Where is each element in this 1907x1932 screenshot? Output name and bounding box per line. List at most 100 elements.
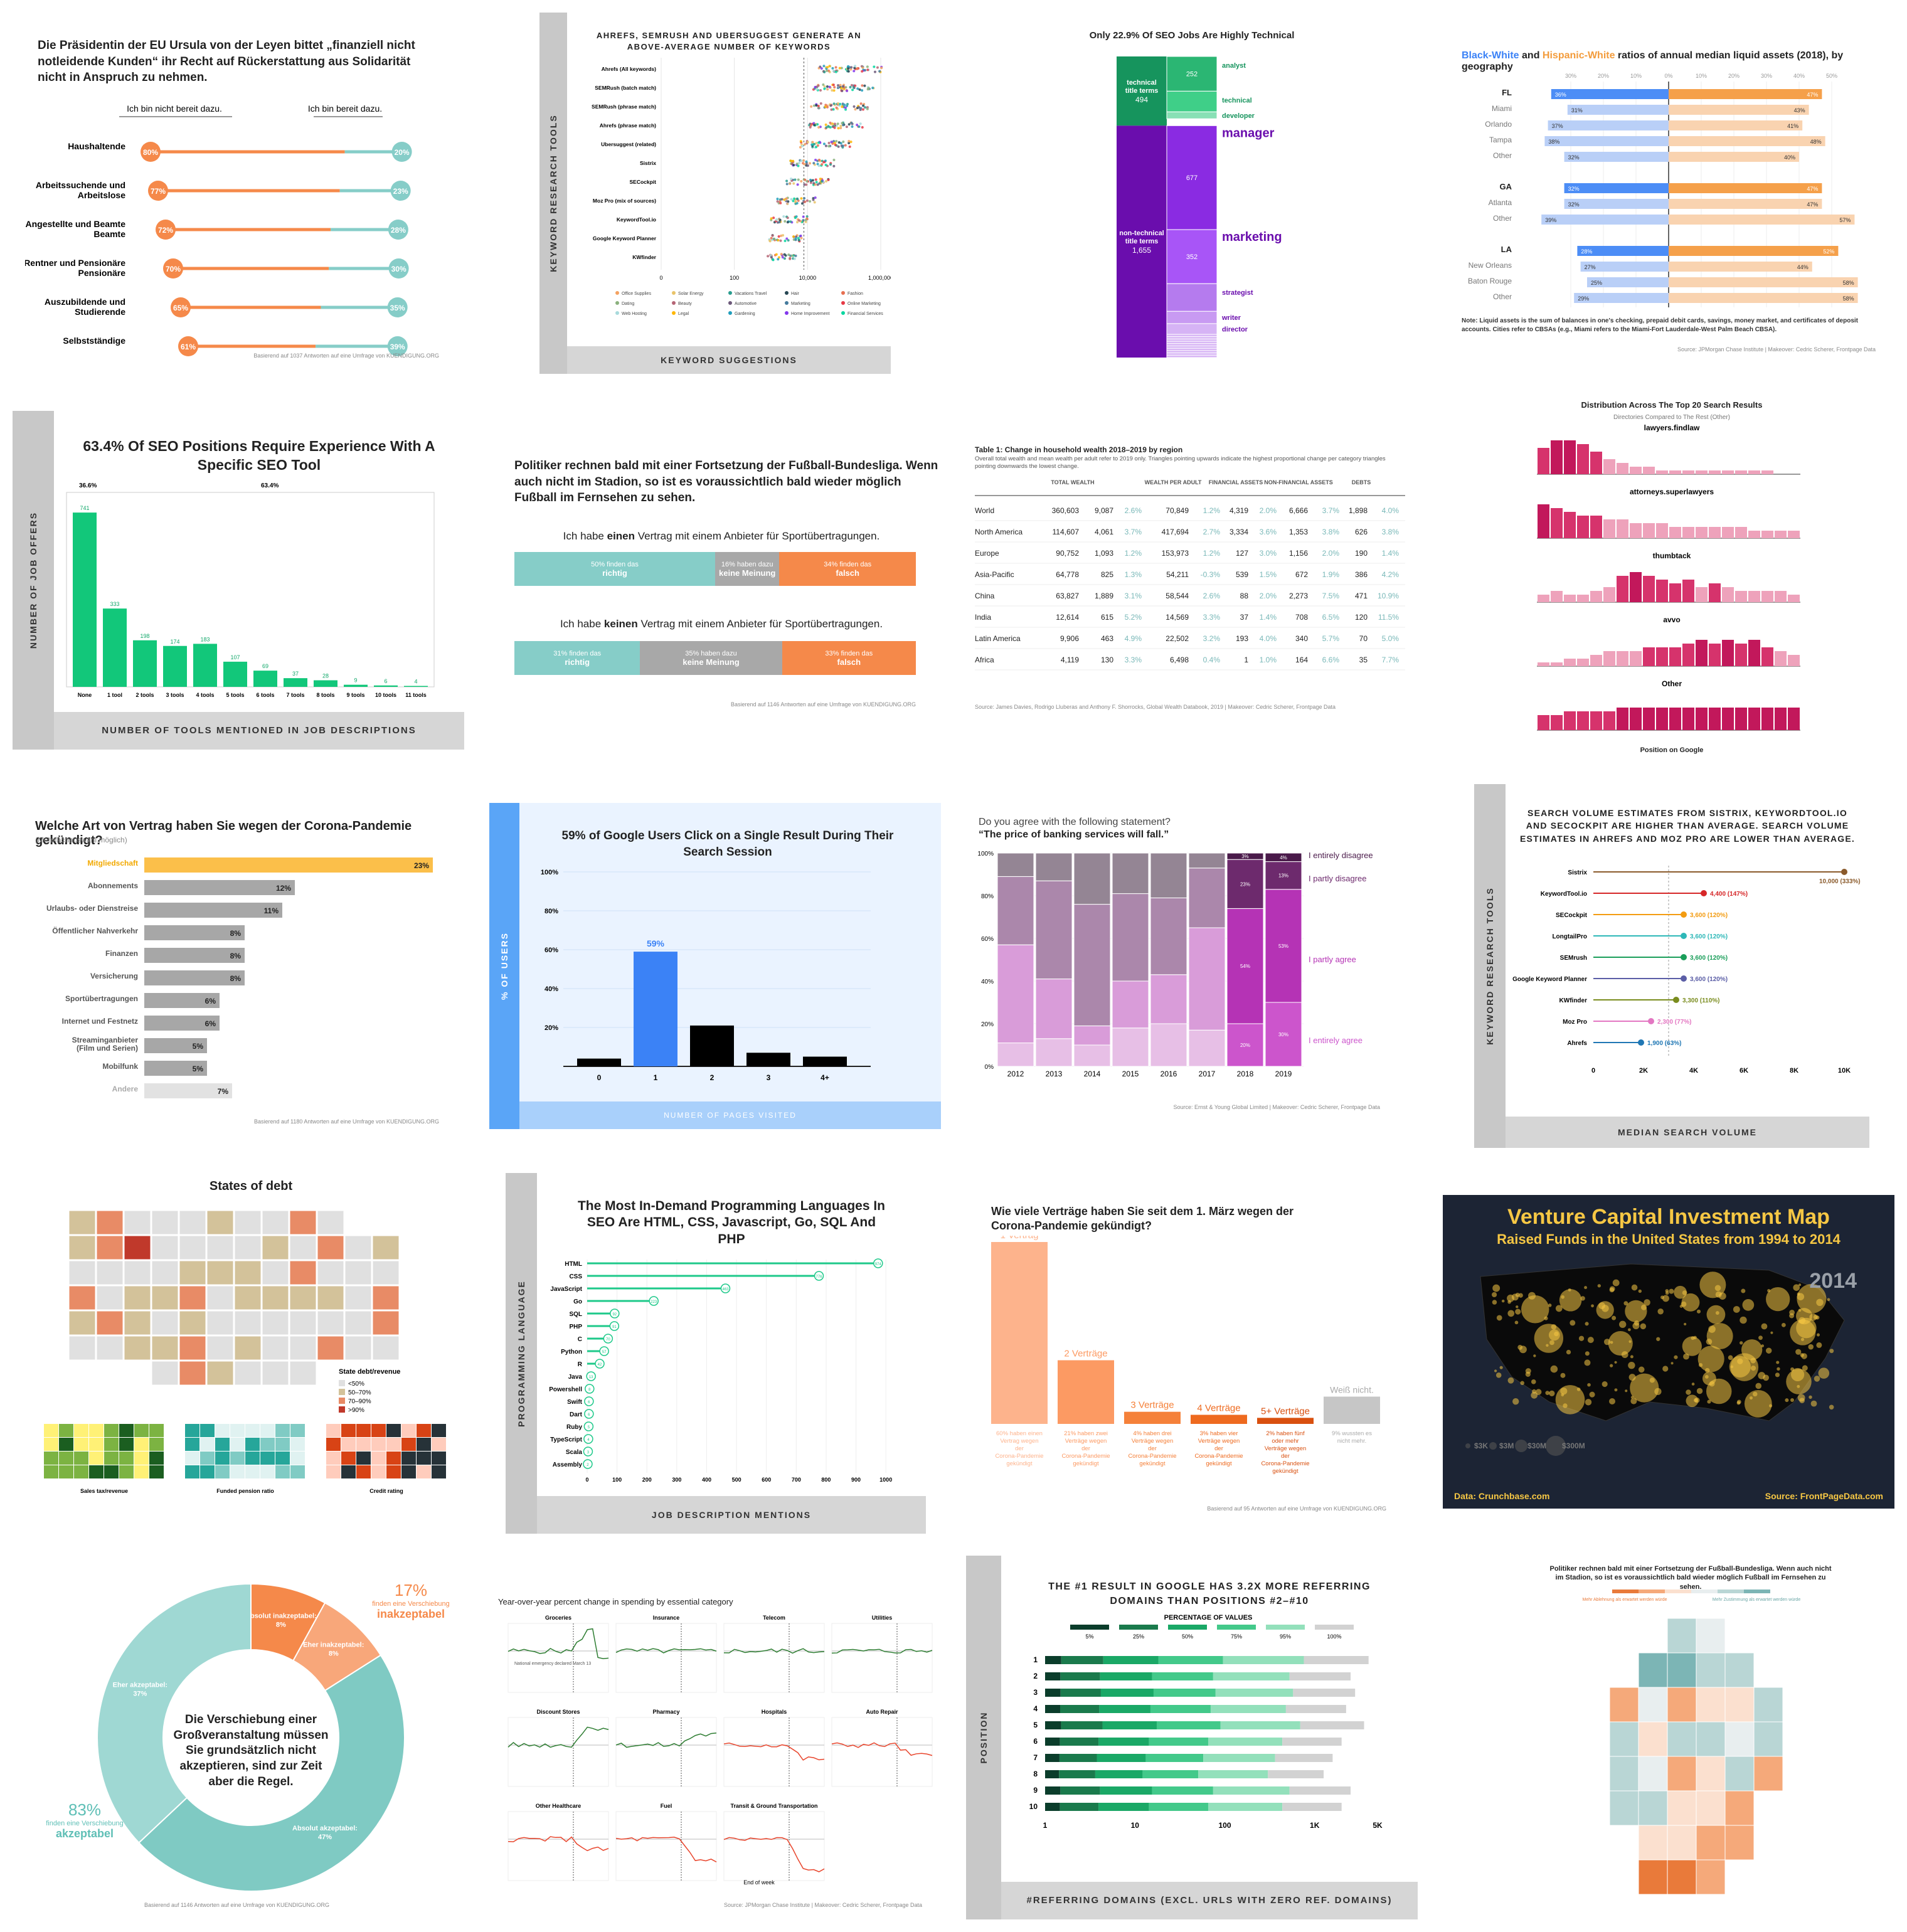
bar bbox=[1551, 662, 1563, 666]
row-label: GA bbox=[1500, 182, 1512, 191]
small-map-title: Credit rating bbox=[369, 1488, 403, 1494]
bar bbox=[1590, 655, 1602, 666]
y-tick-label: 60% bbox=[981, 936, 994, 943]
investment-bubble bbox=[1576, 1387, 1581, 1391]
table-cell: 3.7% bbox=[1322, 506, 1340, 515]
legend-swatch bbox=[672, 311, 676, 315]
data-point bbox=[847, 65, 850, 68]
bar bbox=[1709, 708, 1721, 730]
title-and: and bbox=[1519, 50, 1543, 61]
data-point bbox=[842, 85, 845, 88]
hispanic-white-label: 52% bbox=[1823, 248, 1834, 255]
ready-label: 39% bbox=[390, 342, 405, 351]
category-label: 2018 bbox=[1237, 1070, 1254, 1078]
term-block-small bbox=[1166, 353, 1218, 356]
segment-label: 54% bbox=[1240, 963, 1250, 969]
stack-segment bbox=[1265, 889, 1302, 1003]
data-point bbox=[854, 84, 857, 87]
tool-label: KeywordTool.io bbox=[1541, 891, 1587, 898]
x-tick-label: 30% bbox=[1565, 73, 1576, 79]
investment-bubble bbox=[1813, 1314, 1819, 1320]
investment-bubble bbox=[1533, 1354, 1536, 1357]
bar bbox=[1643, 708, 1655, 730]
small-map-state bbox=[386, 1465, 401, 1478]
category-label: Internet und Festnetz bbox=[62, 1017, 138, 1026]
state-shape bbox=[262, 1210, 289, 1235]
stacked-bar-1: 50% finden das richtig 16% haben dazu keine… bbox=[514, 552, 916, 586]
bar bbox=[144, 1061, 207, 1076]
state-shape bbox=[372, 1310, 400, 1335]
data-point bbox=[800, 197, 803, 200]
investment-bubble bbox=[1587, 1337, 1594, 1344]
hispanic-white-bar bbox=[1669, 293, 1858, 303]
not-ready-label: 65% bbox=[173, 304, 188, 312]
bar bbox=[1775, 708, 1787, 730]
term-block bbox=[1166, 229, 1218, 284]
data-point bbox=[785, 197, 788, 200]
investment-bubble bbox=[1740, 1341, 1743, 1345]
category-label: Öffentlicher Nahverkehr bbox=[52, 926, 138, 935]
small-map-state bbox=[134, 1424, 149, 1437]
bar bbox=[1590, 711, 1602, 730]
bar bbox=[1788, 655, 1800, 666]
data-point bbox=[767, 255, 770, 258]
state-shape bbox=[234, 1310, 262, 1335]
legend-swatch bbox=[339, 1389, 345, 1395]
value-label: 3,600 (120%) bbox=[1690, 912, 1728, 919]
investment-bubble bbox=[1614, 1388, 1618, 1392]
data-point bbox=[796, 221, 799, 224]
row-label: Orlando bbox=[1485, 120, 1512, 129]
data-point bbox=[853, 66, 856, 70]
state-shape bbox=[344, 1235, 372, 1260]
table-cell: 539 bbox=[1236, 570, 1248, 579]
data-point bbox=[817, 107, 821, 110]
black-white-bar bbox=[1544, 136, 1669, 146]
bar-chart: 20%40%60%80%100%0 159%2 3 4+ bbox=[541, 869, 871, 1082]
small-map-state bbox=[149, 1452, 164, 1465]
lollipop-dot bbox=[599, 1346, 609, 1356]
small-map-state bbox=[215, 1424, 230, 1437]
legend-bubble bbox=[1465, 1443, 1470, 1448]
investment-bubble bbox=[1686, 1389, 1691, 1395]
small-map-state bbox=[119, 1465, 134, 1478]
data-point bbox=[799, 235, 802, 238]
value-label: 13 bbox=[589, 1376, 593, 1379]
small-map-state bbox=[245, 1438, 260, 1451]
language-label: JavaScript bbox=[550, 1286, 582, 1293]
data-point bbox=[782, 215, 785, 218]
data-point bbox=[775, 218, 778, 221]
data-point bbox=[822, 161, 826, 164]
state-shape bbox=[124, 1210, 151, 1235]
data-point bbox=[797, 219, 800, 222]
state-shape bbox=[289, 1285, 317, 1310]
ready-dot bbox=[391, 142, 412, 162]
position-label: 2 bbox=[1033, 1672, 1038, 1680]
table-cell: 54,211 bbox=[1166, 570, 1189, 579]
investment-bubble bbox=[1704, 1375, 1709, 1379]
investment-bubble bbox=[1587, 1383, 1591, 1387]
category-label: 2019 bbox=[1275, 1070, 1292, 1078]
bar bbox=[1788, 531, 1800, 538]
group-value: 1,655 bbox=[1132, 246, 1151, 255]
data-point bbox=[825, 180, 828, 183]
investment-bubble bbox=[1742, 1298, 1755, 1311]
investment-bubble bbox=[1656, 1337, 1660, 1341]
percentile-segment bbox=[1060, 1689, 1101, 1697]
tool-label: Ahrefs bbox=[1567, 1040, 1587, 1047]
panel-title: Transit & Ground Transportation bbox=[730, 1803, 817, 1809]
investment-bubble bbox=[1693, 1335, 1697, 1339]
ready-dot bbox=[388, 220, 408, 240]
not-ready-label: 72% bbox=[158, 226, 173, 235]
data-point bbox=[815, 146, 818, 149]
data-point bbox=[839, 83, 842, 87]
data-point bbox=[847, 70, 850, 73]
legend-label: I entirely agree bbox=[1309, 1036, 1363, 1045]
panel-frame bbox=[723, 1623, 825, 1693]
small-map-state bbox=[371, 1452, 386, 1465]
segment-text: 31% finden das bbox=[553, 649, 602, 657]
state-shape bbox=[289, 1310, 317, 1335]
data-point bbox=[812, 162, 815, 165]
bar-value-label: 8% bbox=[230, 929, 242, 938]
term-label: writer bbox=[1221, 314, 1241, 322]
percentile-segment bbox=[1061, 1721, 1103, 1729]
